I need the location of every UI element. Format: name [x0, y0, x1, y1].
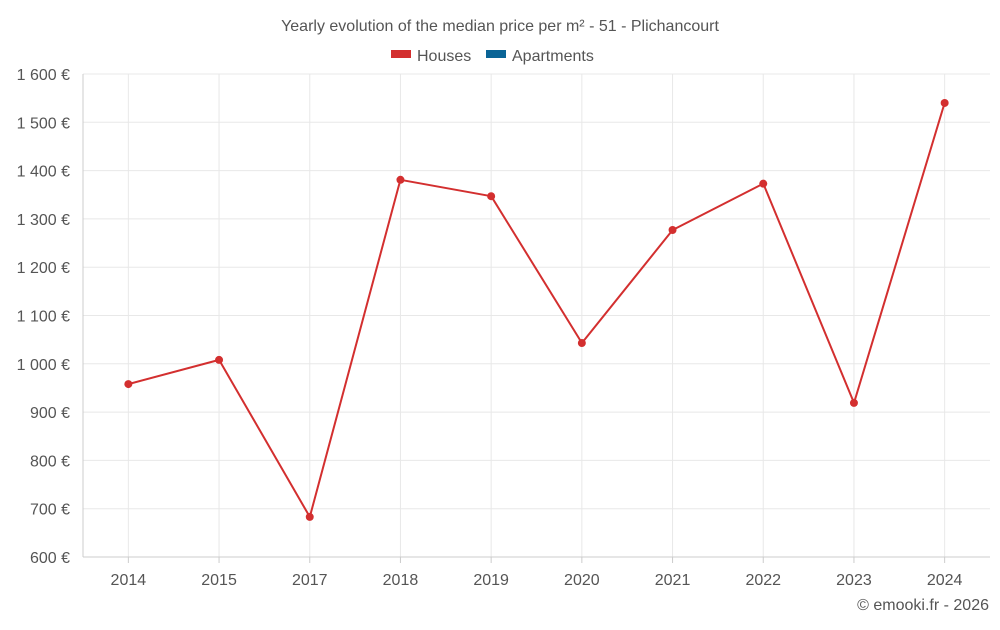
chart-title: Yearly evolution of the median price per… [281, 18, 719, 35]
y-axis: 600 € 700 € 800 € 900 € 1 000 € 1 100 € 1 200 … [17, 67, 84, 567]
data-point-houses[interactable] [487, 192, 496, 201]
y-tick-label: 1 400 € [17, 164, 70, 181]
x-tick-label: 2015 [201, 572, 237, 589]
x-tick-label: 2018 [383, 572, 419, 589]
data-point-houses[interactable] [759, 179, 768, 188]
y-tick-label: 1 000 € [17, 357, 70, 374]
y-tick-label: 1 500 € [17, 115, 70, 132]
series-line-houses [128, 102, 946, 518]
y-tick-label: 800 € [30, 453, 70, 470]
legend-swatch-apartments[interactable] [486, 50, 506, 58]
data-point-houses[interactable] [396, 175, 405, 184]
data-point-houses[interactable] [215, 355, 224, 364]
y-tick-label: 700 € [30, 502, 70, 519]
x-tick-label: 2017 [292, 572, 328, 589]
data-point-houses[interactable] [940, 98, 949, 107]
x-tick-label: 2021 [655, 572, 691, 589]
legend-label-apartments[interactable]: Apartments [512, 48, 594, 65]
x-tick-label: 2022 [745, 572, 781, 589]
data-point-houses[interactable] [305, 512, 314, 521]
data-point-houses[interactable] [849, 398, 858, 407]
credit-text: © emooki.fr - 2026 [857, 597, 989, 614]
x-tick-label: 2019 [473, 572, 509, 589]
y-tick-label: 600 € [30, 550, 70, 567]
x-tick-label: 2014 [111, 572, 147, 589]
x-tick-label: 2020 [564, 572, 600, 589]
y-tick-label: 1 200 € [17, 260, 70, 277]
legend-label-houses[interactable]: Houses [417, 48, 471, 65]
x-tick-label: 2024 [927, 572, 963, 589]
legend: Houses Apartments [391, 48, 594, 65]
x-tick-label: 2023 [836, 572, 872, 589]
data-point-houses[interactable] [577, 339, 586, 348]
series-area [124, 98, 949, 521]
y-tick-label: 900 € [30, 405, 70, 422]
y-tick-label: 1 300 € [17, 212, 70, 229]
legend-swatch-houses[interactable] [391, 50, 411, 58]
y-tick-label: 1 600 € [17, 67, 70, 84]
grid [83, 73, 990, 557]
data-point-houses[interactable] [668, 226, 677, 235]
y-tick-label: 1 100 € [17, 309, 70, 326]
x-axis: 2014 2015 2017 2018 2019 2020 2021 2022 2023 2024 [83, 556, 990, 589]
data-point-houses[interactable] [124, 380, 133, 389]
